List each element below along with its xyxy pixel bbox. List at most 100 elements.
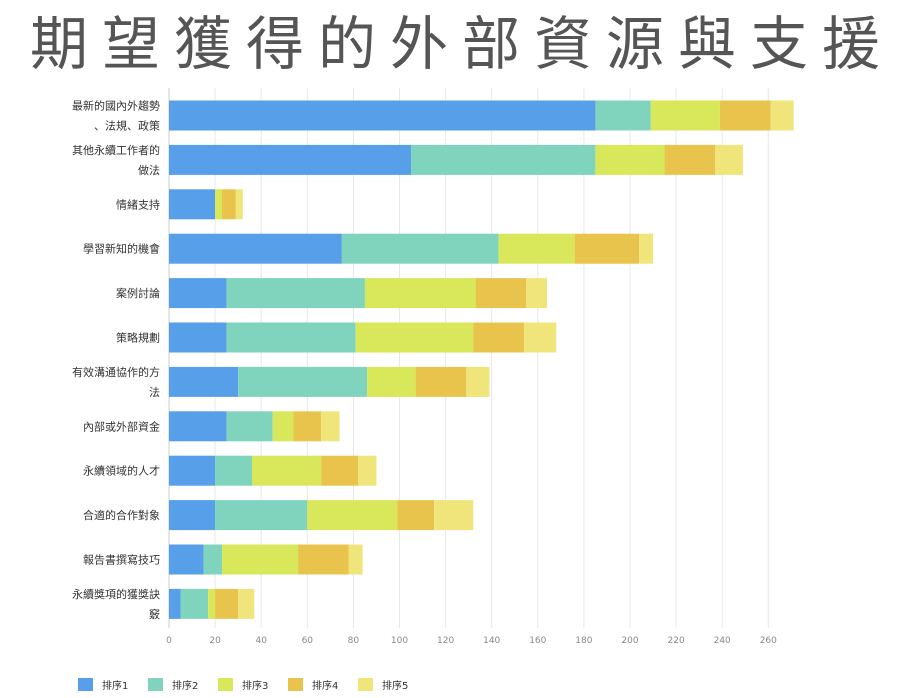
bar-segment	[169, 411, 227, 442]
category-label: 策略規劃	[116, 331, 160, 345]
category-labels: 最新的國內外趨勢、法規、政策其他永續工作者的做法情緒支持學習新知的機會案例討論策…	[72, 99, 160, 621]
x-tick-label: 220	[668, 636, 685, 646]
x-tick-label: 180	[575, 636, 592, 646]
category-label: 案例討論	[116, 286, 160, 300]
bar-segment	[307, 500, 398, 531]
bar-segment	[367, 366, 416, 397]
bar-segment	[595, 144, 665, 175]
x-tick-label: 20	[209, 636, 221, 646]
bar-segment	[715, 144, 743, 175]
bar-segment	[434, 500, 474, 531]
bar-segment	[169, 100, 596, 131]
bar-segment	[180, 588, 209, 619]
bar-segment	[664, 144, 716, 175]
bar-segment	[272, 411, 294, 442]
bar-segment	[226, 322, 356, 353]
bar-segment	[226, 278, 365, 309]
x-tick-label: 120	[437, 636, 454, 646]
bar-segment	[169, 278, 227, 309]
category-label: 內部或外部資金	[83, 419, 160, 433]
chart-title: 期望獲得的外部資源與支援	[29, 10, 894, 78]
x-tick-label: 60	[302, 636, 314, 646]
category-label: 竅	[149, 607, 160, 621]
x-tick-label: 260	[760, 636, 777, 646]
bar-segment	[238, 366, 368, 397]
bar-segment	[169, 544, 204, 575]
bar-segment	[364, 278, 476, 309]
bar-segment	[639, 233, 654, 264]
category-label: 永續領域的人才	[83, 464, 160, 478]
bar-segment	[238, 588, 255, 619]
bar-segment	[208, 588, 216, 619]
bar-segment	[169, 366, 239, 397]
bar-segment	[770, 100, 794, 131]
bar-segment	[348, 544, 363, 575]
bar-segment	[719, 100, 771, 131]
category-label: 其他永續工作者的	[72, 143, 160, 157]
bar-segment	[475, 278, 527, 309]
bar-segment	[321, 411, 340, 442]
bar-segment	[574, 233, 640, 264]
bar-segment	[169, 500, 216, 531]
bar-segment	[298, 544, 349, 575]
gridlines	[168, 88, 769, 628]
legend-swatch	[78, 678, 93, 691]
category-label: 報告書撰寫技巧	[83, 553, 160, 567]
x-tick-label: 100	[391, 636, 408, 646]
bars	[169, 100, 794, 619]
bar-segment	[222, 544, 299, 575]
category-label: 學習新知的機會	[83, 242, 160, 256]
x-tick-label: 200	[621, 636, 638, 646]
x-tick-label: 140	[483, 636, 500, 646]
bar-segment	[169, 189, 216, 220]
bar-segment	[169, 455, 216, 486]
bar-segment	[397, 500, 435, 531]
bar-segment	[341, 233, 499, 264]
legend: 排序1 排序2 排序3 排序4 排序5	[78, 678, 408, 692]
legend-label: 排序2	[172, 679, 198, 692]
x-tick-labels: 0 20 40 60 80 100 120 140 160 180 200 220 240 260	[166, 636, 777, 646]
bar-segment	[169, 588, 181, 619]
bar-segment	[411, 144, 596, 175]
legend-label: 排序5	[382, 679, 408, 692]
category-label: 有效溝通協作的方	[72, 365, 160, 379]
bar-segment	[473, 322, 524, 353]
bar-segment	[498, 233, 575, 264]
legend-swatch	[358, 678, 373, 691]
bar-segment	[169, 144, 412, 175]
category-label: 永續獎項的獲獎訣	[72, 587, 160, 601]
bar-segment	[169, 322, 227, 353]
x-tick-label: 160	[529, 636, 546, 646]
category-label: 最新的國內外趨勢	[72, 99, 160, 113]
bar-segment	[358, 455, 377, 486]
bar-segment	[226, 411, 273, 442]
category-label: 做法	[138, 163, 160, 177]
legend-label: 排序4	[312, 679, 338, 692]
bar-segment	[215, 588, 239, 619]
bar-segment	[203, 544, 223, 575]
bar-segment	[215, 500, 308, 531]
category-label: 情緒支持	[116, 197, 160, 211]
legend-swatch	[288, 678, 303, 691]
category-label: 法	[149, 385, 160, 399]
x-tick-label: 0	[166, 636, 172, 646]
bar-segment	[251, 455, 322, 486]
bar-segment	[595, 100, 651, 131]
bar-segment	[215, 189, 223, 220]
bar-segment	[355, 322, 474, 353]
category-label: 合適的合作對象	[83, 508, 160, 522]
bar-segment	[235, 189, 243, 220]
bar-segment	[650, 100, 720, 131]
x-tick-label: 40	[255, 636, 267, 646]
legend-label: 排序3	[242, 679, 268, 692]
bar-segment	[321, 455, 359, 486]
x-tick-label: 80	[348, 636, 360, 646]
bar-segment	[169, 233, 342, 264]
legend-swatch	[148, 678, 163, 691]
legend-swatch	[218, 678, 233, 691]
bar-segment	[222, 189, 236, 220]
bar-segment	[523, 322, 557, 353]
bar-segment	[526, 278, 548, 309]
bar-segment	[293, 411, 322, 442]
